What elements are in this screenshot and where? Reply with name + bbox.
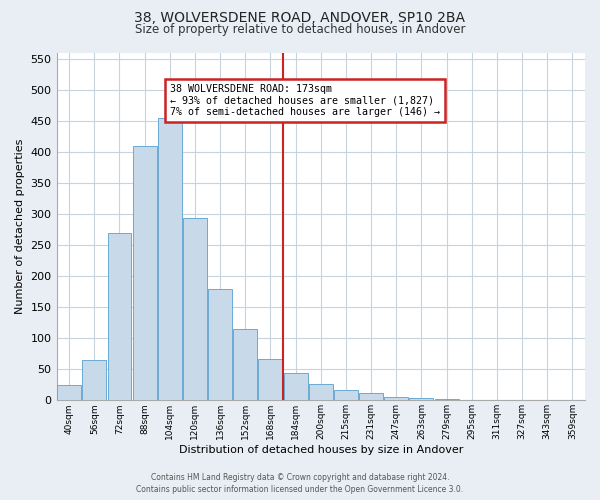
- Bar: [309, 384, 333, 400]
- Text: Contains HM Land Registry data © Crown copyright and database right 2024.
Contai: Contains HM Land Registry data © Crown c…: [136, 472, 464, 494]
- Bar: [409, 398, 433, 400]
- Bar: [208, 289, 232, 401]
- Bar: [359, 394, 383, 400]
- Text: Size of property relative to detached houses in Andover: Size of property relative to detached ho…: [135, 22, 465, 36]
- Bar: [57, 385, 81, 400]
- Bar: [284, 373, 308, 400]
- Bar: [82, 360, 106, 401]
- Bar: [233, 330, 257, 400]
- Y-axis label: Number of detached properties: Number of detached properties: [15, 138, 25, 314]
- Bar: [158, 118, 182, 401]
- Bar: [259, 358, 283, 401]
- Text: 38 WOLVERSDENE ROAD: 173sqm
← 93% of detached houses are smaller (1,827)
7% of s: 38 WOLVERSDENE ROAD: 173sqm ← 93% of det…: [170, 84, 440, 117]
- Bar: [385, 397, 408, 400]
- Bar: [133, 146, 157, 400]
- X-axis label: Distribution of detached houses by size in Andover: Distribution of detached houses by size …: [179, 445, 463, 455]
- Bar: [107, 232, 131, 400]
- Bar: [434, 399, 458, 400]
- Text: 38, WOLVERSDENE ROAD, ANDOVER, SP10 2BA: 38, WOLVERSDENE ROAD, ANDOVER, SP10 2BA: [134, 11, 466, 25]
- Bar: [183, 218, 207, 400]
- Bar: [334, 390, 358, 400]
